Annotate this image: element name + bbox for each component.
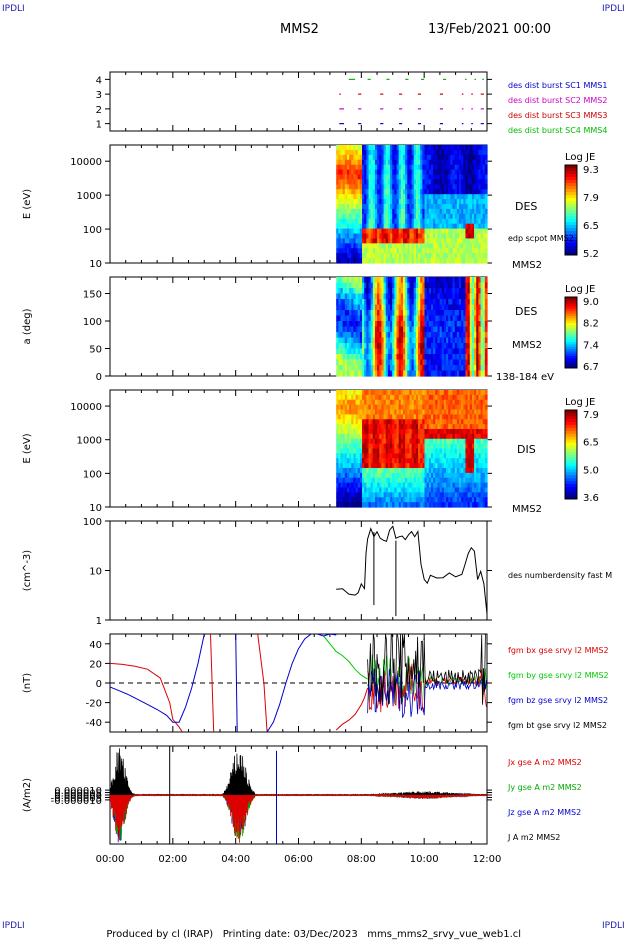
spectrogram-cell bbox=[485, 229, 488, 235]
spectrogram-cell bbox=[485, 194, 488, 200]
bfield-panel-ytick-label: 20 bbox=[89, 659, 102, 670]
spectrogram-cell bbox=[485, 209, 488, 215]
spectrogram-cell bbox=[485, 338, 488, 344]
spectrogram-cell bbox=[485, 224, 488, 230]
spectrogram-cell bbox=[485, 365, 488, 371]
spectrogram-cell bbox=[485, 332, 488, 338]
current-panel-ytick-label: -0.000010 bbox=[51, 796, 102, 807]
burst-legend-entry: des dist burst SC4 MMS4 bbox=[508, 126, 607, 135]
spectrogram-cell bbox=[485, 343, 488, 349]
time-tick-label: 12:00 bbox=[473, 854, 502, 865]
spectrogram-cell bbox=[485, 234, 488, 240]
spectrogram-cell bbox=[485, 170, 488, 176]
spectrogram-cell bbox=[485, 189, 488, 195]
spectrogram-cell bbox=[485, 184, 488, 190]
spectrogram-cell bbox=[485, 354, 488, 360]
burst-panel-ytick-label: 1 bbox=[96, 120, 102, 131]
burst-panel-ytick-label: 2 bbox=[96, 105, 102, 116]
des-pitch-panel-ytick-label: 50 bbox=[89, 345, 102, 356]
des-energy-panel-ytick-label: 10 bbox=[89, 259, 102, 270]
spectrogram-cell bbox=[485, 371, 488, 377]
time-tick-label: 00:00 bbox=[96, 854, 125, 865]
bfield-panel-ytick-label: -20 bbox=[86, 699, 102, 710]
spectrogram-cell bbox=[485, 253, 488, 259]
spectrogram-cell bbox=[485, 238, 488, 244]
burst-panel-ytick-label: 3 bbox=[96, 90, 102, 101]
density-panel-ytick-label: 1 bbox=[96, 616, 102, 627]
burst-legend-entry: des dist burst SC1 MMS1 bbox=[508, 81, 607, 90]
dis-energy-panel-ytick-label: 1000 bbox=[77, 436, 102, 447]
spectrogram-cell bbox=[485, 243, 488, 249]
density-panel-ytick-label: 100 bbox=[83, 517, 102, 528]
density-panel-ytick-label: 10 bbox=[89, 567, 102, 578]
spectrogram-cell bbox=[485, 258, 488, 264]
des-energy-panel-ytick-label: 100 bbox=[83, 225, 102, 236]
spectrogram-cell bbox=[485, 160, 488, 166]
dis-energy-panel-ytick-label: 10 bbox=[89, 503, 102, 514]
spectrogram-cell bbox=[485, 305, 488, 311]
bfield-panel-ytick-label: 0 bbox=[96, 679, 102, 690]
des-energy-panel-ytick-label: 1000 bbox=[77, 191, 102, 202]
spectrogram-cell bbox=[485, 165, 488, 171]
density-panel-frame bbox=[110, 521, 487, 620]
des-energy-panel-cells bbox=[336, 145, 487, 264]
bfield-panel-ytick-label: 40 bbox=[89, 640, 102, 651]
burst-panel-ytick-label: 4 bbox=[96, 75, 102, 86]
burst-legend-entry: des dist burst SC3 MMS3 bbox=[508, 111, 607, 120]
time-tick-label: 06:00 bbox=[284, 854, 313, 865]
spectrogram-cell bbox=[485, 327, 488, 333]
des-energy-panel-ylabel: E (eV) bbox=[22, 189, 33, 219]
time-tick-label: 08:00 bbox=[347, 854, 376, 865]
spectrogram-cell bbox=[485, 360, 488, 366]
spectrogram-cell bbox=[485, 299, 488, 305]
spectrogram-cell bbox=[485, 204, 488, 210]
burst-panel-frame bbox=[110, 72, 487, 131]
spectrogram-cell bbox=[485, 219, 488, 225]
current-panel-ylabel: (A/m2) bbox=[22, 778, 33, 812]
dis-energy-panel-ylabel: E (eV) bbox=[22, 433, 33, 463]
time-tick-label: 04:00 bbox=[221, 854, 250, 865]
spectrogram-cell bbox=[485, 155, 488, 161]
spectrogram-cell bbox=[485, 175, 488, 181]
time-tick-label: 10:00 bbox=[410, 854, 439, 865]
time-tick-label: 02:00 bbox=[158, 854, 187, 865]
spectrogram-cell bbox=[485, 294, 488, 300]
des-energy-panel-ytick-label: 10000 bbox=[70, 157, 102, 168]
des-pitch-panel-ytick-label: 0 bbox=[96, 372, 102, 383]
spectrogram-cell bbox=[485, 179, 488, 185]
des-pitch-panel-ylabel: a (deg) bbox=[22, 308, 33, 344]
bfield-panel-ylabel: (nT) bbox=[22, 673, 33, 693]
burst-legend-entry: des dist burst SC2 MMS2 bbox=[508, 96, 607, 105]
spectrogram-cell bbox=[485, 310, 488, 316]
spectrogram-cell bbox=[485, 349, 488, 355]
spectrogram-cell bbox=[485, 277, 488, 283]
spectrogram-cell bbox=[485, 150, 488, 156]
spectrogram-cell bbox=[485, 316, 488, 322]
des-pitch-panel-ytick-label: 150 bbox=[83, 290, 102, 301]
bfield-panel-ytick-label: -40 bbox=[86, 718, 102, 729]
dis-energy-panel-ytick-label: 10000 bbox=[70, 402, 102, 413]
spectrogram-cell bbox=[485, 248, 488, 254]
spectrogram-cell bbox=[485, 321, 488, 327]
des-pitch-panel-ytick-label: 100 bbox=[83, 317, 102, 328]
spectrogram-cell bbox=[485, 283, 488, 289]
dis-energy-panel-cells bbox=[336, 390, 487, 508]
spectrogram-cell bbox=[485, 145, 488, 151]
spectrogram-cell bbox=[485, 288, 488, 294]
spectrogram-cell bbox=[485, 199, 488, 205]
spectrogram-cell bbox=[485, 214, 488, 220]
density-panel-ylabel: (cm^-3) bbox=[22, 550, 33, 591]
dis-energy-panel-ytick-label: 100 bbox=[83, 469, 102, 480]
des-pitch-panel-cells bbox=[336, 277, 487, 377]
